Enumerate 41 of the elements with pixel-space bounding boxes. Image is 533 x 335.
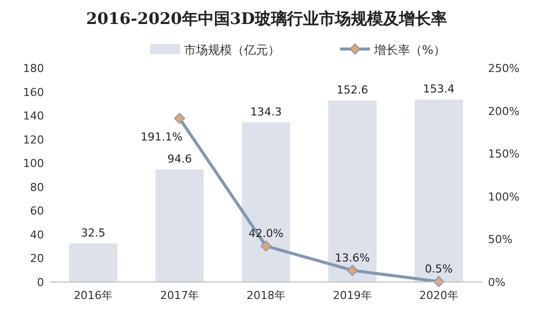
- data-label: 0.5%: [424, 262, 453, 276]
- bar: [69, 243, 118, 282]
- data-label: 13.6%: [334, 251, 370, 264]
- point: [346, 264, 358, 276]
- y2-tick-label: 100%: [488, 190, 520, 204]
- y2-tick-label: 0%: [488, 276, 506, 289]
- y-tick-label: 20: [30, 252, 44, 266]
- y2-tick-label: 150%: [488, 148, 520, 161]
- data-label: 42.0%: [248, 227, 284, 240]
- y-tick-label: 160: [23, 86, 44, 99]
- y-tick-label: 60: [30, 204, 44, 218]
- data-label: 153.4: [423, 82, 455, 96]
- y-tick-label: 80: [30, 180, 44, 194]
- point: [260, 240, 272, 252]
- x-tick-label: 2019年: [332, 289, 372, 302]
- y2-tick-label: 200%: [488, 104, 520, 118]
- data-label: 94.6: [167, 152, 192, 166]
- bar: [155, 170, 204, 282]
- y-tick-label: 0: [37, 276, 44, 289]
- y-tick-label: 100: [23, 157, 44, 170]
- x-tick-label: 2018年: [246, 289, 286, 302]
- data-label: 134.3: [250, 105, 282, 118]
- y2-tick-label: 50%: [488, 233, 512, 246]
- bar: [328, 100, 377, 282]
- bar: [414, 100, 463, 282]
- data-label: 152.6: [336, 84, 368, 97]
- x-tick-label: 2020年: [419, 289, 458, 302]
- y-tick-label: 120: [23, 133, 44, 146]
- legend-label: 增长率（%）: [373, 43, 446, 57]
- y-tick-label: 140: [23, 110, 44, 123]
- data-label: 32.5: [80, 226, 106, 240]
- y-tick-label: 180: [23, 62, 44, 75]
- y-tick-label: 40: [30, 228, 44, 242]
- data-label: 191.1%: [140, 130, 183, 144]
- x-tick-label: 2017年: [160, 289, 200, 302]
- legend-label: 市场规模（亿元）: [184, 43, 280, 57]
- y2-tick-label: 250%: [488, 62, 520, 75]
- bar: [242, 122, 290, 282]
- point: [174, 112, 186, 124]
- x-tick-label: 2016年: [74, 289, 113, 302]
- chart-title: 2016-2020年中国3D玻璃行业市场规模及增长率: [86, 9, 447, 28]
